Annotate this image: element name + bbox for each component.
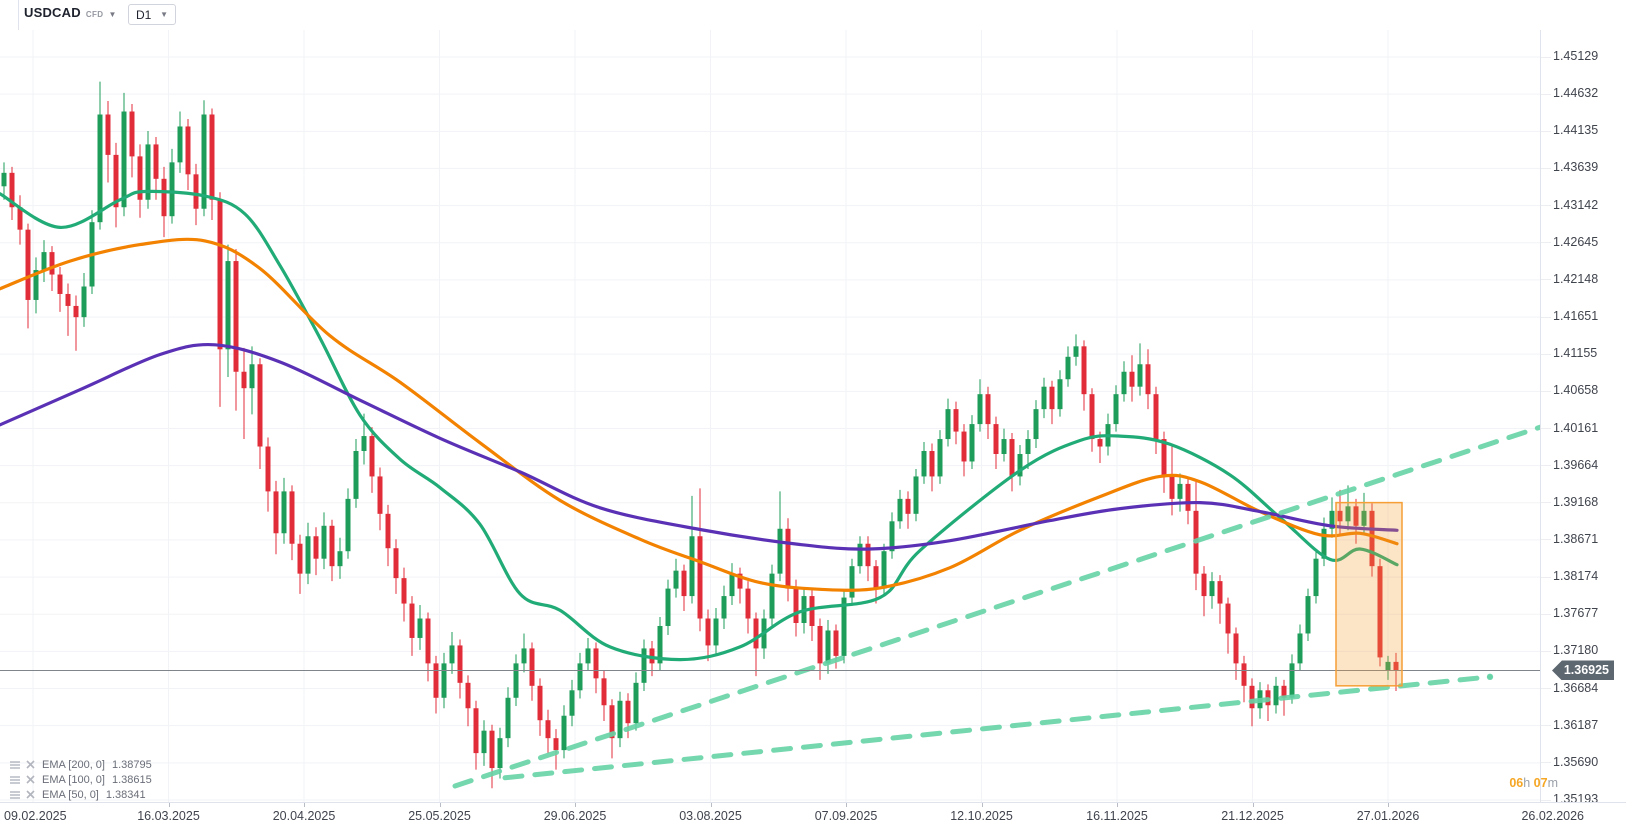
date-axis-label: 03.08.2025 bbox=[679, 809, 742, 823]
price-axis-label: 1.42645 bbox=[1553, 234, 1599, 249]
indicator-settings-icon[interactable] bbox=[8, 759, 21, 770]
date-axis-label: 25.05.2025 bbox=[408, 809, 471, 823]
indicator-row-ema200: EMA [200, 0] 1.38795 bbox=[8, 757, 152, 772]
price-tick bbox=[1541, 613, 1551, 615]
toolbar-divider bbox=[18, 0, 19, 30]
price-tick bbox=[1541, 428, 1551, 429]
price-tick bbox=[1541, 93, 1551, 95]
price-axis-label: 1.38671 bbox=[1553, 531, 1599, 546]
current-price-badge: 1.36925 bbox=[1552, 660, 1614, 681]
price-tick bbox=[1541, 56, 1551, 58]
price-axis-label: 1.38174 bbox=[1553, 569, 1599, 584]
price-axis-label: 1.40161 bbox=[1553, 420, 1599, 435]
candle-countdown: 06h 07m bbox=[1440, 776, 1558, 790]
price-axis-label: 1.36684 bbox=[1553, 680, 1599, 695]
price-axis-label: 1.39664 bbox=[1553, 457, 1599, 472]
indicator-value: 1.38341 bbox=[105, 788, 146, 801]
toolbar: USDCAD CFD ▼ D1 ▼ bbox=[0, 0, 1626, 30]
timeframe-value: D1 bbox=[136, 7, 152, 22]
date-axis-label: 12.10.2025 bbox=[950, 809, 1013, 823]
indicator-value: 1.38795 bbox=[111, 758, 152, 771]
price-tick bbox=[1541, 353, 1551, 355]
price-axis-label: 1.41155 bbox=[1553, 346, 1598, 361]
price-tick bbox=[1541, 205, 1551, 207]
indicator-remove-icon[interactable] bbox=[24, 759, 37, 770]
date-tick bbox=[846, 803, 847, 807]
indicator-row-ema50: EMA [50, 0] 1.38341 bbox=[8, 787, 152, 802]
date-axis-label: 26.02.2026 bbox=[1521, 809, 1584, 823]
instrument-type-label: CFD bbox=[85, 10, 104, 19]
symbol-name: USDCAD bbox=[24, 5, 81, 20]
price-tick bbox=[1541, 762, 1551, 764]
date-axis[interactable]: 09.02.2025 16.03.2025 20.04.2025 25.05.2025… bbox=[0, 802, 1626, 831]
countdown-hours-unit: h bbox=[1523, 776, 1531, 790]
price-tick bbox=[1541, 688, 1551, 689]
date-tick bbox=[1117, 803, 1118, 807]
price-axis-label: 1.40658 bbox=[1553, 383, 1599, 398]
indicator-label: EMA [50, 0] bbox=[42, 788, 99, 801]
price-tick bbox=[1541, 316, 1551, 318]
price-tick bbox=[1541, 279, 1551, 281]
price-axis-label: 1.35690 bbox=[1553, 754, 1599, 769]
current-price-value: 1.36925 bbox=[1563, 663, 1609, 678]
price-tick bbox=[1541, 725, 1551, 727]
price-tick bbox=[1541, 167, 1551, 169]
price-tick bbox=[1541, 390, 1551, 392]
price-axis-label: 1.41651 bbox=[1553, 309, 1599, 324]
price-axis-label: 1.37677 bbox=[1553, 606, 1599, 621]
indicator-settings-icon[interactable] bbox=[8, 789, 21, 800]
indicator-label: EMA [200, 0] bbox=[42, 758, 105, 771]
date-axis-label: 20.04.2025 bbox=[272, 809, 336, 823]
price-axis-label: 1.44632 bbox=[1553, 86, 1599, 101]
date-tick bbox=[981, 803, 983, 807]
date-axis-label: 07.09.2025 bbox=[814, 809, 878, 823]
timeframe-selector[interactable]: D1 ▼ bbox=[128, 4, 176, 25]
date-axis-label: 21.12.2025 bbox=[1221, 809, 1284, 823]
indicator-settings-icon[interactable] bbox=[8, 774, 21, 785]
countdown-hours: 06 bbox=[1509, 776, 1524, 790]
indicator-remove-icon[interactable] bbox=[24, 774, 37, 785]
countdown-minutes-unit: m bbox=[1547, 776, 1558, 790]
price-tick bbox=[1541, 650, 1551, 652]
indicator-row-ema100: EMA [100, 0] 1.38615 bbox=[8, 772, 152, 787]
indicator-label: EMA [100, 0] bbox=[42, 773, 105, 786]
price-axis-label: 1.37180 bbox=[1553, 643, 1599, 658]
price-axis-label: 1.43639 bbox=[1553, 160, 1599, 175]
date-axis-label: 16.11.2025 bbox=[1086, 809, 1148, 823]
price-axis-label: 1.45129 bbox=[1553, 49, 1599, 63]
price-tick bbox=[1541, 465, 1551, 467]
date-tick bbox=[439, 803, 441, 807]
price-tick bbox=[1541, 242, 1551, 244]
price-axis-label: 1.39168 bbox=[1553, 494, 1599, 509]
price-axis-label: 1.43142 bbox=[1553, 197, 1599, 212]
chart-canvas[interactable] bbox=[0, 30, 1540, 802]
price-axis-label: 1.44135 bbox=[1553, 123, 1599, 138]
price-axis-label: 1.36187 bbox=[1553, 717, 1599, 732]
date-axis-label: 09.02.2025 bbox=[4, 809, 67, 823]
date-axis-label: 16.03.2025 bbox=[137, 809, 200, 823]
symbol-selector[interactable]: USDCAD CFD ▼ bbox=[24, 5, 116, 20]
indicator-value: 1.38615 bbox=[111, 773, 152, 786]
date-axis-label: 29.06.2025 bbox=[543, 809, 607, 823]
price-axis[interactable]: 1.45129 1.44632 1.44135 1.43639 1.43142 1.426… bbox=[1540, 30, 1626, 806]
price-tick bbox=[1541, 502, 1551, 504]
date-tick bbox=[168, 803, 170, 807]
countdown-minutes: 07 bbox=[1533, 776, 1548, 790]
indicator-legend: EMA [200, 0] 1.38795 EMA [100, 0] 1.3861… bbox=[8, 757, 152, 802]
price-tick bbox=[1541, 799, 1551, 801]
date-tick bbox=[710, 803, 712, 807]
date-tick bbox=[575, 803, 576, 807]
price-axis-label: 1.42148 bbox=[1553, 271, 1599, 286]
chevron-down-icon: ▼ bbox=[108, 10, 117, 19]
price-tick bbox=[1541, 576, 1551, 578]
date-axis-label: 27.01.2026 bbox=[1356, 809, 1420, 823]
indicator-remove-icon[interactable] bbox=[24, 789, 37, 800]
chevron-down-icon: ▼ bbox=[160, 10, 168, 19]
price-tick bbox=[1541, 539, 1551, 541]
date-tick bbox=[1388, 803, 1389, 807]
date-tick bbox=[1252, 803, 1254, 807]
date-tick bbox=[304, 803, 305, 807]
price-tick bbox=[1541, 130, 1551, 132]
